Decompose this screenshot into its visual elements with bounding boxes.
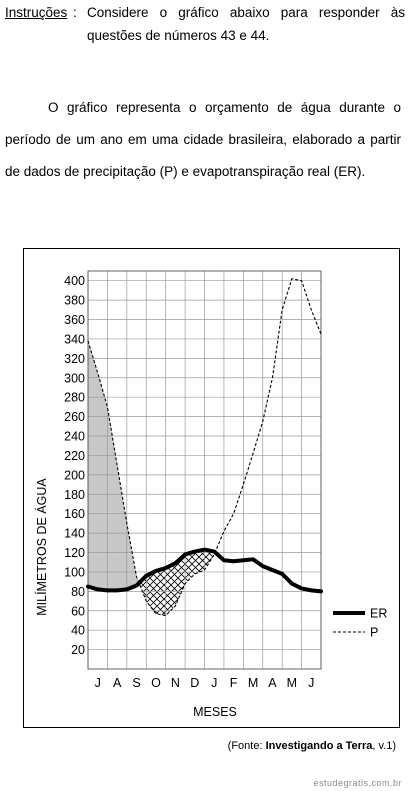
y-tick-label: 100 [64,565,85,579]
chart-frame: 20 40 60 80 100 120 140 160 180 200 220 240 260 280 30… [23,248,400,728]
y-tick-label: 300 [64,371,85,385]
legend-label-er: ER [370,607,387,621]
source-credit: (Fonte: Investigando a Terra, v.1) [228,740,396,752]
y-tick-label: 280 [64,391,85,405]
y-tick-label: 200 [64,468,85,482]
y-tick-label: 80 [71,585,85,599]
y-tick-label: 320 [64,352,85,366]
x-tick-label: J [95,676,101,690]
x-tick-label: M [248,676,258,690]
y-tick-label: 260 [64,410,85,424]
watermark: estudegratis.com.br [313,778,402,788]
x-tick-label: D [190,676,199,690]
region-surplus [88,340,140,591]
series-line-er [86,547,323,594]
x-axis-label: MESES [193,705,237,719]
y-tick-label: 60 [71,604,85,618]
series-line-p [87,278,322,617]
y-tick-label: 380 [64,294,85,308]
plot-border [87,270,322,670]
x-tick-label: M [287,676,297,690]
y-tick-label: 40 [71,624,85,638]
y-tick-label: 220 [64,449,85,463]
y-tick-label: 160 [64,507,85,521]
intro-paragraph: O gráfico representa o orçamento de água… [5,100,401,179]
y-tick-label: 180 [64,488,85,502]
x-tick-label: J [308,676,314,690]
y-axis-label: MILÍMETROS DE ÁGUA [34,478,49,616]
y-tick-label: 20 [71,643,85,657]
y-tick-label: 120 [64,546,85,560]
source-title: Investigando a Terra [265,740,373,752]
x-tick-label: S [132,676,140,690]
x-tick-label: J [211,676,217,690]
water-budget-chart: 20 40 60 80 100 120 140 160 180 200 220 240 260 280 30… [34,270,387,719]
region-deficit [139,549,216,616]
instructions-label: Instruções [5,5,68,20]
source-prefix: (Fonte: [227,740,266,752]
source-suffix: , v.1) [372,740,396,752]
x-tick-label: A [113,676,122,690]
legend-label-p: P [370,626,378,640]
x-tick-label: N [171,676,180,690]
y-tick-label: 140 [64,527,85,541]
y-tick-label: 340 [64,332,85,346]
y-tick-label: 240 [64,430,85,444]
x-tick-label: A [268,676,277,690]
instructions-colon: : [73,5,77,20]
y-tick-label: 400 [64,274,85,288]
y-tick-label: 360 [64,313,85,327]
instructions-text: Considere o gráfico abaixo para responde… [87,5,405,43]
x-tick-label: O [151,676,161,690]
x-tick-label: F [230,676,238,690]
